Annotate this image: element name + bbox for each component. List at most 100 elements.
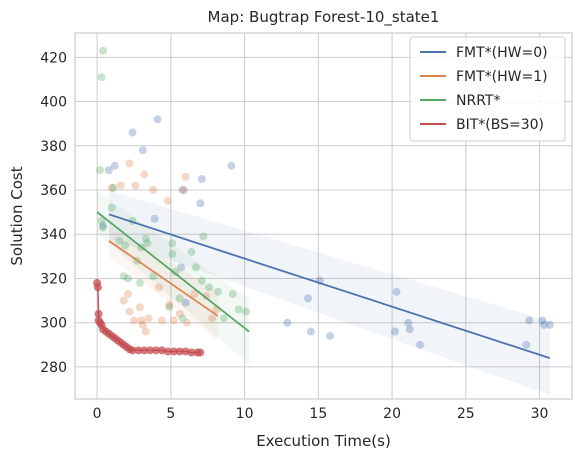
data-point <box>99 223 108 232</box>
y-tick-label: 420 <box>40 50 67 66</box>
data-point <box>234 305 243 314</box>
regression-line <box>96 211 250 333</box>
y-tick-label: 400 <box>40 95 67 111</box>
x-axis-label: Execution Time(s) <box>256 432 391 450</box>
series-line <box>96 282 201 354</box>
data-point <box>138 146 147 155</box>
data-point <box>522 340 531 349</box>
data-point <box>228 289 237 298</box>
data-point <box>525 316 534 325</box>
data-point <box>107 203 116 212</box>
data-point <box>97 216 106 225</box>
confidence-band <box>97 191 250 365</box>
data-point <box>392 287 401 296</box>
data-point <box>178 186 187 195</box>
y-tick-label: 360 <box>40 183 67 199</box>
data-point <box>99 221 108 230</box>
data-point <box>163 197 172 206</box>
x-tick-label: 5 <box>166 406 175 422</box>
data-point <box>96 166 105 175</box>
data-point <box>197 174 206 183</box>
data-point <box>125 159 134 168</box>
confidence-bands <box>97 190 550 396</box>
data-point <box>538 316 547 325</box>
data-point <box>177 263 186 272</box>
data-point <box>391 327 400 336</box>
x-tick-label: 20 <box>383 406 401 422</box>
data-point <box>141 234 150 243</box>
data-point <box>150 214 159 223</box>
data-point <box>129 316 138 325</box>
data-point <box>168 239 177 248</box>
data-point <box>165 301 174 310</box>
data-point <box>149 272 158 281</box>
data-point <box>119 272 128 281</box>
y-tick-label: 280 <box>40 360 67 376</box>
data-point <box>140 170 149 179</box>
data-point <box>306 327 315 336</box>
data-point <box>109 183 118 192</box>
data-point <box>124 289 133 298</box>
data-point <box>219 314 228 323</box>
y-tick-label: 320 <box>40 271 67 287</box>
data-point <box>208 314 217 323</box>
x-tick-label: 25 <box>457 406 475 422</box>
data-point <box>416 340 425 349</box>
data-point <box>110 161 119 170</box>
data-point <box>205 283 214 292</box>
confidence-band <box>108 225 219 341</box>
data-point <box>405 325 414 334</box>
data-point <box>181 298 190 307</box>
data-point <box>124 274 133 283</box>
data-point <box>202 292 211 301</box>
y-tick-label: 380 <box>40 139 67 155</box>
data-point <box>187 247 196 256</box>
data-point <box>135 303 144 312</box>
data-point <box>128 128 137 137</box>
data-point <box>175 309 184 318</box>
data-point <box>180 186 189 195</box>
data-point <box>107 183 116 192</box>
data-point <box>121 241 130 250</box>
data-point <box>135 278 144 287</box>
data-point <box>199 232 208 241</box>
data-point <box>196 199 205 208</box>
tick-labels: 0 5 10 15 20 25 30 280 300 320 340 360 380 400 420 <box>40 50 548 422</box>
data-point <box>97 73 106 82</box>
data-point <box>190 289 199 298</box>
data-point <box>404 318 413 327</box>
data-point <box>191 263 200 272</box>
data-point <box>175 294 184 303</box>
data-point <box>144 314 153 323</box>
legend: FMT*(HW=0) FMT*(HW=1) NRRT* BIT*(BS=30) <box>409 36 566 142</box>
grid <box>75 33 572 399</box>
data-point <box>304 294 313 303</box>
legend-label: BIT*(BS=30) <box>456 117 544 133</box>
data-point <box>115 236 124 245</box>
data-point <box>119 296 128 305</box>
regression-line <box>108 213 551 359</box>
data-point <box>326 331 335 340</box>
data-point <box>153 115 162 124</box>
data-point <box>214 287 223 296</box>
data-point <box>539 320 548 329</box>
data-point <box>283 318 292 327</box>
confidence-band <box>108 190 550 396</box>
data-point <box>181 172 190 181</box>
data-point <box>149 186 158 195</box>
x-tick-label: 30 <box>531 406 549 422</box>
legend-label: NRRT* <box>456 93 500 109</box>
data-point <box>143 239 152 248</box>
legend-label: FMT*(HW=1) <box>456 69 548 85</box>
data-point <box>99 46 108 55</box>
data-point <box>158 316 167 325</box>
data-point <box>183 318 192 327</box>
data-point <box>155 283 164 292</box>
data-point <box>131 181 140 190</box>
x-tick-label: 10 <box>236 406 254 422</box>
y-axis-label: Solution Cost <box>8 166 26 265</box>
legend-box <box>409 36 566 142</box>
legend-label: FMT*(HW=0) <box>456 45 548 61</box>
